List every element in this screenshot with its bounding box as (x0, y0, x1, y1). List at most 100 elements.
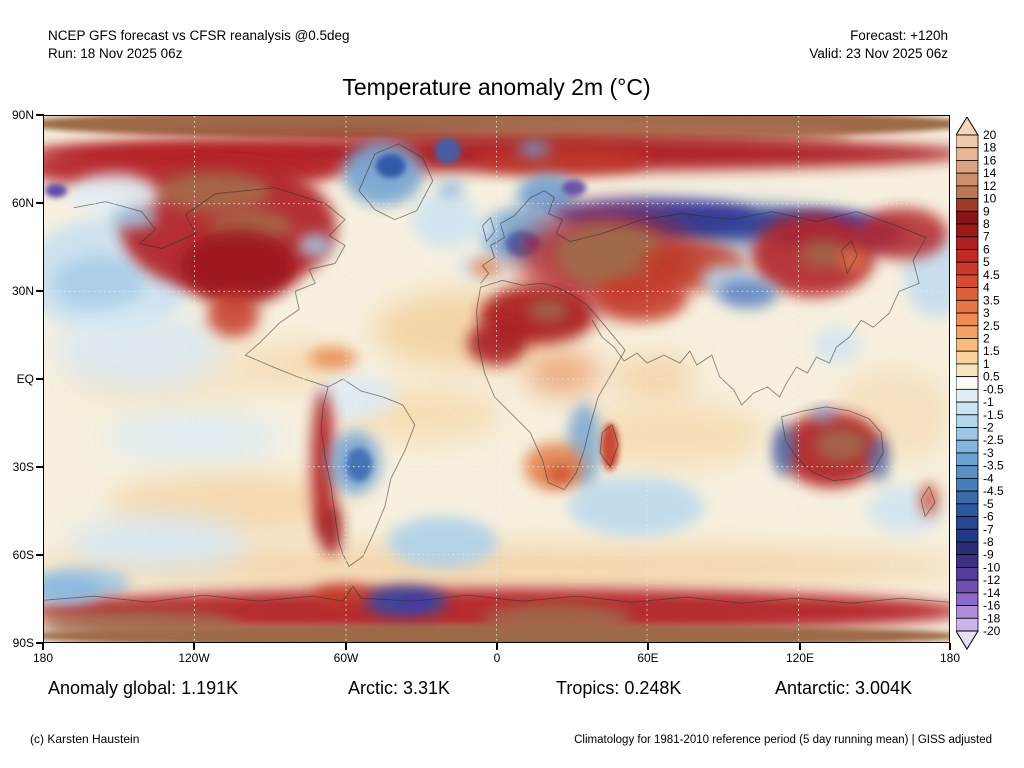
colorbar-tick-label: -1 (983, 395, 994, 409)
colorbar-segment (956, 274, 979, 289)
colorbar-segment (956, 134, 979, 149)
stat-global-anomaly: Anomaly global: 1.191K (48, 678, 239, 698)
colorbar-tick-label: 3 (983, 306, 990, 320)
region-cool-ne-pacific-south (53, 310, 224, 390)
region-warm-arabian-sea (612, 355, 696, 399)
x-tick-label: 60W (333, 651, 359, 665)
colorbar-segment (956, 554, 979, 568)
region-wrussia-brown (556, 223, 668, 288)
region-scandinavia-purple (562, 179, 587, 196)
region-norwegian-sea-red (477, 146, 648, 175)
x-tick (799, 643, 801, 650)
x-tick (42, 643, 44, 650)
coastline-path (840, 239, 858, 275)
colorbar-tick-label: 10 (983, 192, 997, 206)
colorbar-tick-label: 5 (983, 255, 990, 269)
region-japan-orange (839, 248, 868, 273)
colorbar-tick-label: -1.5 (983, 408, 1004, 422)
colorbar-segment (956, 401, 979, 416)
colorbar-segment (956, 477, 979, 492)
colorbar-segment (956, 605, 979, 619)
region-nz-red (920, 482, 939, 517)
colorbar-tick-label: 9 (983, 204, 990, 218)
region-alaska-pale (68, 173, 159, 218)
y-tick-label: EQ (16, 372, 34, 386)
region-wafrica-dark-red (467, 321, 528, 366)
colorbar-segment (956, 172, 979, 187)
page-title: Temperature anomaly 2m (°C) (342, 74, 651, 100)
run-line: Run: 18 Nov 2025 06z (48, 46, 183, 61)
colorbar-tick-label: 14 (983, 166, 997, 180)
colorbar-segment (956, 376, 979, 390)
world-anomaly-map (43, 115, 950, 643)
region-sesa-blue-core (345, 447, 372, 482)
colorbar-segment (956, 503, 979, 517)
colorbar-tick-label: -7 (983, 522, 994, 536)
colorbar-tick-label: -16 (983, 599, 1001, 613)
y-tick (36, 378, 44, 380)
coastline-path (599, 424, 619, 468)
coastline-path (358, 143, 434, 221)
colorbar-segment (956, 350, 979, 365)
copyright: (c) Karsten Haustein (30, 732, 140, 746)
y-tick (36, 466, 44, 468)
x-tick (496, 643, 498, 650)
colorbar-arrow-up (956, 117, 979, 136)
colorbar-segment (956, 223, 979, 238)
region-cafrica-orange (524, 351, 601, 395)
colorbar-segment (956, 236, 979, 250)
coastline-path (781, 406, 884, 482)
colorbar-tick-label: 4 (983, 281, 990, 295)
y-tick (36, 290, 44, 292)
region-antarctic-brown-bottom (44, 624, 949, 642)
colorbar-tick-label: -14 (983, 586, 1001, 600)
region-greenland-sea-blue (434, 137, 461, 164)
region-venezuela-orange (309, 347, 357, 370)
colorbar-tick-label: 12 (983, 179, 997, 193)
region-warm-southern-ocean-band (44, 544, 949, 589)
colorbar-arrow-down (956, 630, 979, 650)
colorbar-segment (956, 210, 979, 225)
region-weddell-purple-core (399, 595, 430, 612)
x-tick-label: 180 (32, 651, 54, 665)
colorbar-tick-label: 3.5 (983, 293, 1000, 307)
colorbar-tick-label: 6 (983, 242, 990, 256)
x-tick-label: 60E (637, 651, 659, 665)
colorbar-segment (956, 261, 979, 276)
y-tick-label: 90N (11, 108, 34, 122)
colorbar-tick-label: -4.5 (983, 484, 1004, 498)
x-tick (193, 643, 195, 650)
region-alaska-south-blue (109, 206, 158, 229)
region-australia-brown-core (815, 428, 868, 461)
colorbar-segment (956, 363, 979, 378)
colorbar-tick-label: 2.5 (983, 319, 1000, 333)
region-iceland-blue (437, 179, 464, 198)
region-seasia-blue (812, 327, 861, 364)
region-antarctic-brown-west (44, 610, 239, 639)
colorbar-tick-label: 0.5 (983, 370, 1000, 384)
colorbar: 201816141210987654.543.532.521.510.5-0.5… (956, 117, 1004, 650)
stat-tropics-anomaly: Tropics: 0.248K (556, 678, 682, 698)
y-tick (36, 554, 44, 556)
x-tick (949, 643, 951, 650)
valid-line: Valid: 23 Nov 2025 06z (809, 46, 948, 61)
colorbar-segment (956, 592, 979, 606)
region-cool-s-atlantic (387, 516, 498, 569)
y-tick-label: 90S (12, 636, 34, 650)
coastline-path (591, 237, 927, 406)
region-iberia-orange (469, 257, 502, 278)
colorbar-tick-label: 16 (983, 153, 997, 167)
y-tick-label: 60S (12, 548, 34, 562)
region-antarctic-brown-central (482, 604, 633, 635)
colorbar-tick-label: 7 (983, 230, 990, 244)
colorbar-segment (956, 338, 979, 352)
forecast-info: Forecast: +120h Valid: 23 Nov 2025 06z (809, 27, 948, 63)
y-tick-label: 60N (11, 196, 34, 210)
model-line: NCEP GFS forecast vs CFSR reanalysis @0.… (48, 28, 350, 43)
colorbar-tick-label: -12 (983, 573, 1001, 587)
colorbar-segment (956, 439, 979, 454)
colorbar-segment (956, 249, 979, 263)
x-tick-label: 180 (939, 651, 961, 665)
colorbar-tick-label: 18 (983, 141, 997, 155)
region-sahara-brown (528, 299, 569, 322)
